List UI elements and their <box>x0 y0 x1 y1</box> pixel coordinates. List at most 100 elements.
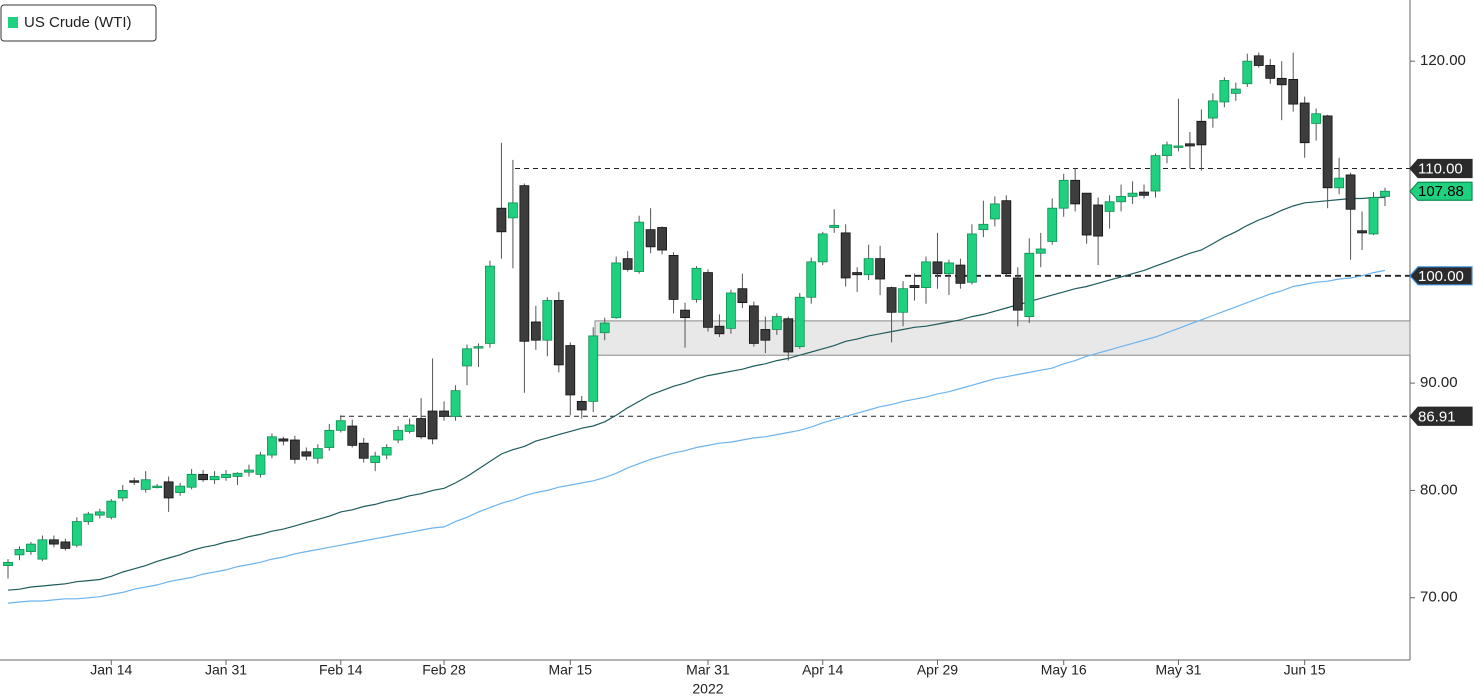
candle-body <box>1162 144 1172 157</box>
candle-body <box>1219 80 1230 103</box>
candle-body <box>955 264 966 284</box>
candle-body <box>439 410 449 417</box>
candle-body <box>588 335 599 402</box>
candle-body <box>565 345 576 396</box>
year-label: 2022 <box>692 681 723 697</box>
candle-body <box>393 429 404 441</box>
level-label: 86.91 <box>1418 408 1456 425</box>
candle-body <box>576 400 587 411</box>
candle-body <box>794 296 805 348</box>
candle-body <box>1116 195 1126 203</box>
candle-body <box>932 261 943 275</box>
candle-body <box>175 485 186 493</box>
x-tick-label: Jun 15 <box>1284 662 1326 678</box>
candle-body <box>94 511 105 516</box>
candle-body <box>3 561 13 566</box>
x-tick-label: Feb 14 <box>319 662 363 678</box>
candle-body <box>244 469 254 473</box>
candle-body <box>1024 252 1035 317</box>
candle-body <box>1253 55 1264 66</box>
candle-body <box>335 420 346 431</box>
last-price-label: 107.88 <box>1418 183 1464 200</box>
candle-body <box>1311 113 1322 124</box>
candle-body <box>71 521 82 546</box>
candle-body <box>1012 277 1023 311</box>
level-box <box>1409 266 1473 286</box>
candle-body <box>691 267 702 300</box>
candle-body <box>944 262 954 275</box>
candle-body <box>255 454 266 475</box>
candle-body <box>680 309 690 319</box>
level-label: 100.00 <box>1418 268 1464 285</box>
level-label: 110.00 <box>1418 160 1463 177</box>
y-tick-label: 80.00 <box>1420 481 1458 498</box>
x-tick-label: Apr 14 <box>802 662 843 678</box>
candle-body <box>886 287 897 313</box>
level-box <box>1409 158 1473 179</box>
candle-body <box>1322 115 1333 189</box>
candle-body <box>507 202 518 219</box>
x-tick-label: Mar 15 <box>548 662 592 678</box>
candle-body <box>1380 190 1390 197</box>
y-tick-label: 120.00 <box>1420 52 1466 69</box>
candle-body <box>1334 177 1344 189</box>
moving-average-line <box>7 269 1386 604</box>
candle-body <box>347 425 358 446</box>
candle-body <box>1242 60 1253 85</box>
candle-body <box>1139 191 1149 196</box>
candle-body <box>737 288 748 304</box>
candle-body <box>267 436 277 456</box>
candle-body <box>611 262 622 319</box>
candle-body <box>703 272 713 328</box>
candle-body <box>817 233 828 263</box>
candle-body <box>83 513 94 522</box>
candle-body <box>1368 197 1379 235</box>
candle-body <box>1185 143 1195 147</box>
candle-body <box>358 442 369 459</box>
candle-body <box>519 185 530 342</box>
candle-body <box>760 329 771 341</box>
candle-body <box>60 541 71 549</box>
candle-body <box>1230 88 1241 94</box>
candle-body <box>771 316 782 330</box>
candle-body <box>634 221 645 272</box>
candle-body <box>26 543 36 553</box>
candle-body <box>1035 248 1046 254</box>
candle-body <box>1001 200 1012 275</box>
candle-body <box>553 300 564 366</box>
last-price-box <box>1409 181 1473 201</box>
candle-body <box>657 227 667 251</box>
candle-body <box>714 325 725 335</box>
candle-body <box>1276 77 1287 86</box>
y-tick-label: 90.00 <box>1420 374 1458 391</box>
candle-body <box>49 539 59 545</box>
x-tick-label: May 31 <box>1155 662 1201 678</box>
candle-body <box>416 418 427 438</box>
candle-body <box>129 480 140 483</box>
candle-body <box>1196 120 1207 146</box>
candle-body <box>370 455 381 463</box>
candle-body <box>668 255 679 300</box>
candle-body <box>829 224 840 228</box>
candle-body <box>427 410 438 440</box>
candle-body <box>909 285 920 289</box>
candle-body <box>806 261 817 298</box>
candle-body <box>1127 192 1138 197</box>
candle-body <box>186 473 197 488</box>
candle-body <box>748 305 759 344</box>
candle-body <box>645 229 656 248</box>
candle-body <box>1173 145 1184 148</box>
moving-average-line <box>7 196 1385 591</box>
candle-body <box>381 447 392 456</box>
candle-body <box>840 232 851 279</box>
candle-body <box>450 390 461 417</box>
candle-body <box>117 490 128 499</box>
candle-body <box>404 424 415 432</box>
candle-body <box>622 258 633 270</box>
x-tick-label: Feb 28 <box>422 662 466 678</box>
candle-body <box>140 479 151 490</box>
candle-body <box>978 223 989 231</box>
candle-body <box>1058 179 1069 209</box>
candle-body <box>163 481 174 499</box>
